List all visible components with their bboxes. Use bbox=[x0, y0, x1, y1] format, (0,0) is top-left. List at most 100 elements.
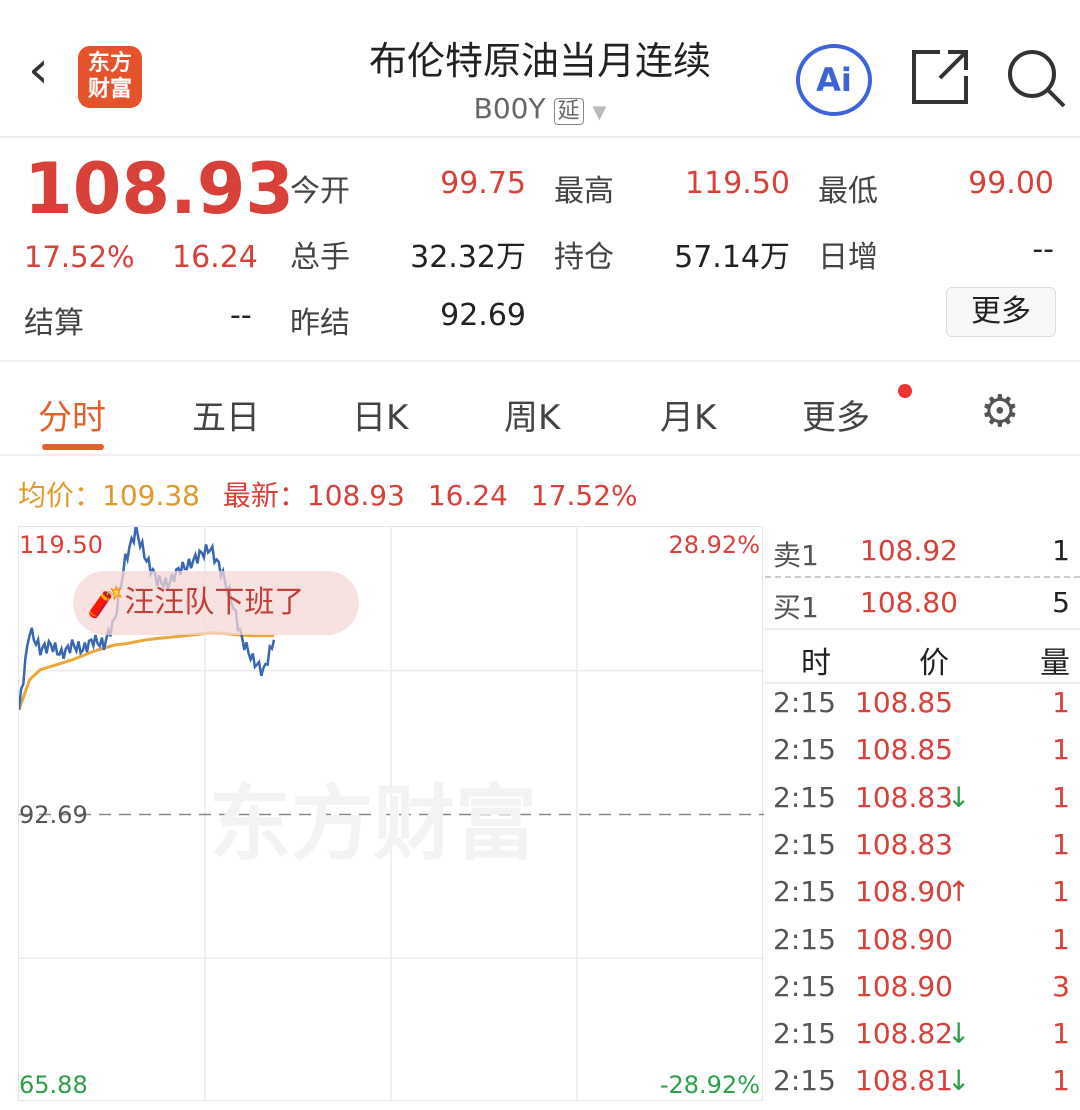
pct-min-label: -28.92% bbox=[659, 1071, 760, 1099]
contract-selector[interactable]: B00Y 延 ▼ bbox=[0, 92, 1080, 125]
high-value: 119.50 bbox=[685, 166, 790, 201]
tab-monthly-k[interactable]: 月K bbox=[660, 398, 717, 438]
prev-settle-value: 92.69 bbox=[440, 298, 526, 333]
daily-inc-value: -- bbox=[1032, 232, 1054, 267]
share-icon[interactable] bbox=[910, 48, 972, 106]
trade-volume: 1 bbox=[1052, 1017, 1070, 1051]
trade-time: 2:15 bbox=[773, 827, 836, 861]
chart-info: 均价：109.38 最新：108.93 16.24 17.52% bbox=[18, 474, 638, 514]
tab-weekly-k[interactable]: 周K bbox=[504, 398, 561, 438]
open-label: 今开 bbox=[290, 174, 350, 209]
tab-intraday[interactable]: 分时 bbox=[38, 398, 106, 438]
ask-label: 卖1 bbox=[773, 539, 819, 572]
volume-label: 总手 bbox=[290, 240, 350, 275]
trade-time: 2:15 bbox=[773, 969, 836, 1003]
pct-max-label: 28.92% bbox=[668, 531, 760, 559]
low-label: 最低 bbox=[818, 174, 878, 209]
trade-price: 108.83 bbox=[855, 780, 953, 814]
prev-settle-label: 昨结 bbox=[290, 306, 350, 341]
trades-header: 时 价 量 bbox=[765, 638, 1080, 684]
oi-label: 持仓 bbox=[554, 240, 614, 275]
trade-volume: 1 bbox=[1052, 875, 1070, 909]
trade-time: 2:15 bbox=[773, 780, 836, 814]
trade-volume: 3 bbox=[1052, 969, 1070, 1003]
change: 16.24 bbox=[172, 240, 258, 275]
page-title: 布伦特原油当月连续 bbox=[368, 39, 711, 83]
trade-price: 108.90 bbox=[855, 969, 953, 1003]
trade-price: 108.83 bbox=[855, 827, 953, 861]
daily-inc-label: 日增 bbox=[818, 240, 878, 275]
open-value: 99.75 bbox=[440, 166, 526, 201]
trade-price: 108.90 bbox=[855, 922, 953, 956]
latest-label: 最新： bbox=[222, 479, 307, 512]
watermark: 东方财富 bbox=[209, 777, 538, 872]
trade-volume: 1 bbox=[1052, 922, 1070, 956]
avg-value: 109.38 bbox=[102, 479, 200, 512]
trade-time: 2:15 bbox=[773, 1064, 836, 1098]
logo-text: 财富 bbox=[87, 77, 132, 102]
active-tab-indicator bbox=[42, 444, 104, 450]
tab-daily-k[interactable]: 日K bbox=[352, 398, 409, 438]
ask-volume: 1 bbox=[1052, 534, 1070, 567]
bid-row: 买1 108.80 5 bbox=[765, 586, 1080, 630]
dropdown-icon: ▼ bbox=[592, 102, 607, 123]
trade-time: 2:15 bbox=[773, 875, 836, 909]
trade-price: 108.90 bbox=[855, 875, 953, 909]
latest-value: 108.93 bbox=[306, 479, 405, 512]
trade-direction-icon: ↑ bbox=[947, 875, 971, 909]
contract-code: B00Y bbox=[473, 92, 546, 125]
low-value: 99.00 bbox=[968, 166, 1054, 201]
back-icon[interactable]: ‹ bbox=[28, 40, 49, 100]
trade-volume: 1 bbox=[1052, 780, 1070, 814]
trade-direction-icon: ↓ bbox=[947, 1064, 971, 1098]
trade-price: 108.82 bbox=[855, 1017, 953, 1051]
notification-dot bbox=[898, 384, 912, 398]
trade-volume: 1 bbox=[1052, 827, 1070, 861]
trade-time: 2:15 bbox=[773, 922, 836, 956]
ask-row: 卖1 108.92 1 bbox=[765, 534, 1080, 578]
trade-direction-icon: ↓ bbox=[947, 780, 971, 814]
delay-tag: 延 bbox=[553, 98, 584, 125]
settings-icon[interactable]: ⚙ bbox=[980, 386, 1020, 437]
banner-text: 汪汪队下班了 bbox=[124, 585, 305, 620]
y-ref-label: 92.69 bbox=[19, 801, 88, 829]
y-min-label: 65.88 bbox=[19, 1071, 88, 1099]
trade-row: 2:15 108.90 1 bbox=[765, 923, 1080, 969]
tab-five-day[interactable]: 五日 bbox=[192, 398, 260, 438]
trade-volume: 1 bbox=[1052, 733, 1070, 767]
col-price: 价 bbox=[919, 646, 949, 681]
volume-value: 32.32万 bbox=[410, 240, 526, 275]
trade-row: 2:15 108.83 1 bbox=[765, 828, 1080, 874]
oi-value: 57.14万 bbox=[674, 240, 790, 275]
more-button[interactable]: 更多 bbox=[946, 287, 1056, 337]
trade-time: 2:15 bbox=[773, 686, 836, 719]
latest-change: 16.24 bbox=[427, 479, 508, 512]
bid-label: 买1 bbox=[773, 591, 819, 624]
chart-tabs: 分时 五日 日K 周K 月K 更多 ⚙ bbox=[0, 360, 1080, 456]
ai-button[interactable]: Ai bbox=[796, 44, 872, 116]
settle-value: -- bbox=[230, 298, 252, 333]
tab-more[interactable]: 更多 bbox=[802, 398, 870, 438]
avg-label: 均价： bbox=[18, 479, 103, 512]
app-logo: 东方 财富 bbox=[78, 46, 142, 108]
col-time: 时 bbox=[801, 646, 831, 681]
trade-row: 2:15 108.83 ↓ 1 bbox=[765, 781, 1080, 827]
search-icon[interactable] bbox=[1004, 46, 1068, 108]
trade-row: 2:15 108.81 ↓ 1 bbox=[765, 1064, 1080, 1110]
trade-row: 2:15 108.85 1 bbox=[765, 686, 1080, 732]
trade-price: 108.81 bbox=[855, 1064, 953, 1098]
trade-time: 2:15 bbox=[773, 1017, 836, 1051]
settle-label: 结算 bbox=[24, 306, 84, 341]
last-price: 108.93 bbox=[24, 148, 295, 230]
bid-volume: 5 bbox=[1052, 586, 1070, 619]
intraday-chart[interactable]: 东方财富 119.50 92.69 65.88 28.92% -28.92% 🧨… bbox=[18, 526, 764, 1102]
change-pct: 17.52% bbox=[24, 240, 135, 274]
trade-direction-icon: ↓ bbox=[947, 1017, 971, 1051]
logo-text: 东方 bbox=[87, 51, 132, 76]
trade-row: 2:15 108.85 1 bbox=[765, 733, 1080, 779]
high-label: 最高 bbox=[554, 174, 614, 209]
header: ‹ 东方 财富 布伦特原油当月连续 B00Y 延 ▼ Ai bbox=[0, 0, 1080, 138]
firecracker-icon: 🧨 bbox=[87, 585, 125, 620]
ask-price: 108.92 bbox=[860, 534, 958, 567]
banner[interactable]: 🧨汪汪队下班了 bbox=[73, 571, 359, 635]
